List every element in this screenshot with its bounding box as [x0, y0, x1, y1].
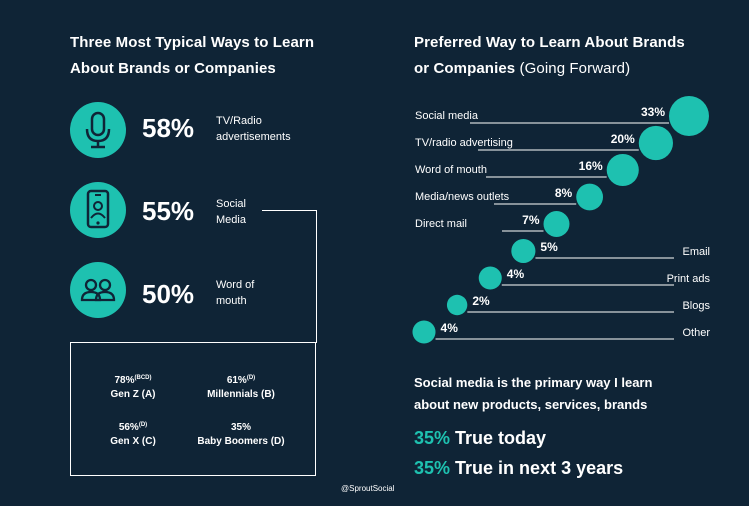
gen-x-cell: 56%(D) Gen X (C)	[93, 418, 173, 449]
value-label-direct-mail: 7%	[522, 213, 540, 227]
baby-boomers-value: 35%	[230, 422, 251, 433]
millennials-cell: 61%(D) Millennials (B)	[191, 371, 291, 402]
future-pct: 35%	[414, 458, 451, 478]
microphone-icon	[70, 102, 126, 158]
gen-z-cell: 78%(BCD) Gen Z (A)	[93, 371, 173, 402]
future-text: True in next 3 years	[455, 458, 624, 478]
bubble-social-media	[669, 96, 709, 136]
claim-text: Social media is the primary way I learn …	[414, 372, 714, 416]
stat-pct-tv-radio: 58%	[142, 113, 195, 143]
gen-x-label: Gen X (C)	[110, 436, 156, 447]
today-pct: 35%	[414, 428, 451, 448]
category-label-email: Email	[682, 246, 710, 258]
connector-vertical	[316, 210, 317, 343]
smartphone-icon	[70, 182, 126, 238]
category-label-direct-mail: Direct mail	[415, 218, 467, 230]
right-title-line2-bold: or Companies	[414, 60, 516, 77]
today-stat: 35% True today	[414, 428, 546, 449]
bubble-media-news-outlets	[576, 183, 604, 211]
stat-label-word-of-mouth: Word of mouth	[216, 279, 255, 307]
gen-z-note: (BCD)	[134, 375, 152, 381]
bubble-print-ads	[478, 266, 502, 290]
value-label-blogs: 2%	[472, 294, 490, 308]
right-title: Preferred Way to Learn About Brands or C…	[414, 30, 685, 82]
connector-horizontal	[262, 210, 317, 211]
value-label-media-news-outlets: 8%	[555, 186, 573, 200]
claim-line1: Social media is the primary way I learn	[414, 375, 653, 390]
stat-label-tv-radio: TV/Radio advertisements	[216, 115, 291, 143]
people-icon	[70, 262, 126, 318]
bubble-blogs	[446, 294, 468, 316]
right-title-line2-light: (Going Forward)	[519, 60, 631, 77]
millennials-note: (D)	[246, 375, 256, 381]
value-label-email: 5%	[540, 240, 558, 254]
value-label-print-ads: 4%	[507, 267, 525, 281]
value-label-social-media: 33%	[641, 105, 665, 119]
bubble-word-of-mouth	[606, 153, 639, 187]
millennials-value: 61%	[226, 375, 247, 386]
baby-boomers-label: Baby Boomers (D)	[197, 436, 285, 447]
millennials-label: Millennials (B)	[207, 389, 275, 400]
stat-pct-social-media: 55%	[142, 196, 195, 226]
bubble-email	[511, 238, 536, 264]
left-title-line1: Three Most Typical Ways to Learn	[70, 34, 315, 51]
gen-z-label: Gen Z (A)	[110, 389, 156, 400]
claim-line2: about new products, services, brands	[414, 397, 648, 412]
category-label-social-media: Social media	[415, 110, 479, 122]
left-title: Three Most Typical Ways to Learn About B…	[70, 30, 314, 82]
bubble-direct-mail	[543, 211, 570, 237]
category-label-media-news-outlets: Media/news outlets	[415, 191, 510, 203]
value-label-tv-radio-advertising: 20%	[611, 132, 635, 146]
gen-x-note: (D)	[138, 422, 148, 428]
stat-pct-word-of-mouth: 50%	[142, 279, 195, 309]
stat-label-social-media: Social Media	[216, 198, 246, 226]
category-label-tv-radio-advertising: TV/radio advertising	[415, 137, 513, 149]
baby-boomers-cell: 35% Baby Boomers (D)	[181, 418, 301, 449]
value-label-word-of-mouth: 16%	[579, 159, 603, 173]
generation-breakdown-box: 78%(BCD) Gen Z (A) 61%(D) Millennials (B…	[70, 342, 316, 476]
gen-x-value: 56%	[118, 422, 139, 433]
category-label-word-of-mouth: Word of mouth	[415, 164, 487, 176]
right-title-line1: Preferred Way to Learn About Brands	[414, 34, 685, 51]
category-label-blogs: Blogs	[682, 300, 710, 312]
credit-handle: @SproutSocial	[341, 484, 395, 493]
bubble-tv-radio-advertising	[638, 125, 673, 161]
category-label-print-ads: Print ads	[667, 273, 711, 285]
left-title-line2: About Brands or Companies	[70, 60, 276, 77]
today-text: True today	[455, 428, 547, 448]
future-stat: 35% True in next 3 years	[414, 458, 623, 479]
bubble-other	[412, 320, 436, 344]
gen-z-value: 78%	[114, 375, 135, 386]
category-label-other: Other	[682, 327, 710, 339]
bubble-chart: Social media 33% TV/radio advertising 20% Wo…	[412, 96, 711, 344]
value-label-other: 4%	[441, 321, 459, 335]
